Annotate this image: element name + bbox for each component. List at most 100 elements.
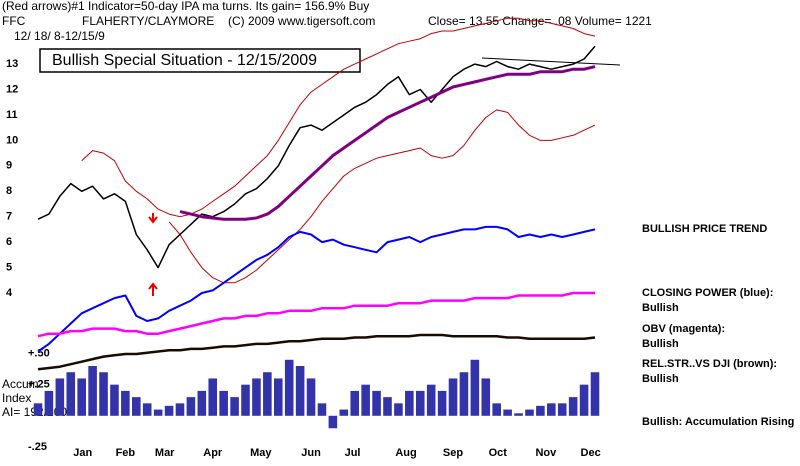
buy-arrow — [148, 282, 158, 296]
x-tick-label: Mar — [155, 447, 175, 459]
accum-bar — [88, 366, 97, 416]
y2-tick-label: +.50 — [28, 347, 50, 359]
accum-bar — [492, 403, 501, 416]
annotation: Bullish: Accumulation Rising — [642, 416, 794, 428]
accum-bar — [110, 384, 119, 416]
y-tick-label: 9 — [6, 160, 12, 172]
x-tick-label: Oct — [489, 447, 508, 459]
accum-bar — [383, 397, 392, 416]
accum-label: Index — [2, 391, 31, 405]
accum-bar — [547, 403, 556, 416]
accum-bar — [121, 390, 130, 416]
accum-bar — [568, 397, 578, 416]
annotation: CLOSING POWER (blue): — [642, 287, 773, 299]
accum-bar — [252, 378, 261, 416]
annotation: Bullish — [642, 302, 679, 314]
accum-bar — [459, 372, 469, 416]
y-tick-label: 8 — [6, 185, 12, 197]
y-tick-label: 11 — [6, 109, 18, 121]
symbol: FFC — [2, 14, 26, 28]
accum-bar — [175, 403, 185, 416]
accum-bar — [339, 409, 349, 416]
accum-bar — [448, 378, 458, 416]
indicator-line: (Red arrows)#1 Indicator=50-day IPA ma t… — [2, 0, 369, 13]
x-tick-label: Jun — [301, 447, 321, 459]
accum-bar — [415, 390, 425, 416]
x-tick-label: Feb — [116, 447, 136, 459]
accum-bar — [164, 405, 174, 416]
accum-bar — [306, 378, 316, 416]
y-tick-label: 6 — [6, 236, 12, 248]
series-line — [37, 225, 596, 353]
accum-bar — [317, 403, 327, 416]
accum-bar — [142, 403, 152, 416]
chart-title: Bullish Special Situation - 12/15/2009 — [52, 52, 317, 69]
accum-bar — [295, 366, 305, 416]
accum-bar — [208, 378, 218, 416]
series-line — [37, 333, 596, 371]
accum-bar — [230, 397, 239, 416]
y2-tick-label: -.25 — [28, 441, 47, 453]
accum-bar — [66, 372, 76, 416]
accum-bar — [197, 390, 207, 416]
annotation: OBV (magenta): — [642, 323, 725, 335]
accum-bar — [33, 403, 43, 416]
date-range: 12/ 18/ 8-12/15/9 — [14, 29, 105, 43]
accum-bar — [55, 378, 65, 416]
accum-bar — [405, 390, 414, 416]
accum-bar — [44, 390, 54, 416]
accum-bar — [77, 378, 86, 416]
accum-bar — [99, 372, 108, 416]
accum-bar — [361, 384, 370, 416]
accum-bar — [503, 409, 512, 416]
x-tick-label: Nov — [535, 447, 557, 459]
sell-arrow — [148, 213, 158, 224]
y2-tick-label: +.25 — [28, 379, 50, 391]
accum-bar — [536, 405, 545, 416]
series-line — [81, 17, 596, 218]
x-tick-label: Aug — [395, 447, 416, 459]
annotation: Bullish — [642, 373, 679, 385]
accum-bar — [263, 372, 272, 416]
accum-bar — [525, 409, 534, 416]
accum-bar — [132, 397, 141, 416]
x-tick-label: Jul — [345, 447, 361, 459]
accum-bar — [470, 359, 480, 416]
accum-bar — [153, 409, 163, 416]
accum-bar — [372, 390, 381, 416]
series-line — [37, 45, 596, 269]
y-tick-label: 5 — [6, 261, 12, 273]
x-tick-label: May — [250, 447, 272, 459]
x-tick-label: Jan — [73, 447, 92, 459]
annotation: BULLISH PRICE TREND — [642, 223, 767, 235]
series-line — [179, 65, 596, 221]
annotation: Bullish — [642, 338, 679, 350]
x-tick-label: Sep — [443, 447, 463, 459]
y-tick-label: 13 — [6, 58, 18, 70]
series-line — [37, 291, 595, 338]
annotation: REL.STR..VS DJI (brown): — [642, 358, 777, 370]
x-tick-label: Dec — [581, 447, 601, 459]
accum-bar — [350, 390, 360, 416]
accum-bar — [590, 372, 600, 416]
y-tick-label: 4 — [6, 287, 13, 299]
trend-line — [481, 57, 621, 66]
accum-bar — [426, 384, 436, 416]
x-tick-label: Apr — [203, 447, 223, 459]
accum-bar — [273, 378, 283, 416]
y-tick-label: 12 — [6, 83, 18, 95]
y-tick-label: 10 — [6, 134, 18, 146]
series-line — [168, 109, 596, 284]
accum-bar — [241, 384, 250, 416]
accum-bar — [579, 384, 589, 416]
title-box — [39, 48, 361, 73]
copyright: (C) 2009 www.tigersoft.com — [228, 14, 375, 28]
accum-bar — [481, 378, 491, 416]
accum-bar — [394, 403, 403, 416]
fund-name: FLAHERTY/CLAYMORE — [82, 14, 214, 28]
accum-bar — [219, 390, 228, 416]
accum-bar — [284, 359, 294, 416]
accum-label: Accum — [2, 377, 39, 391]
